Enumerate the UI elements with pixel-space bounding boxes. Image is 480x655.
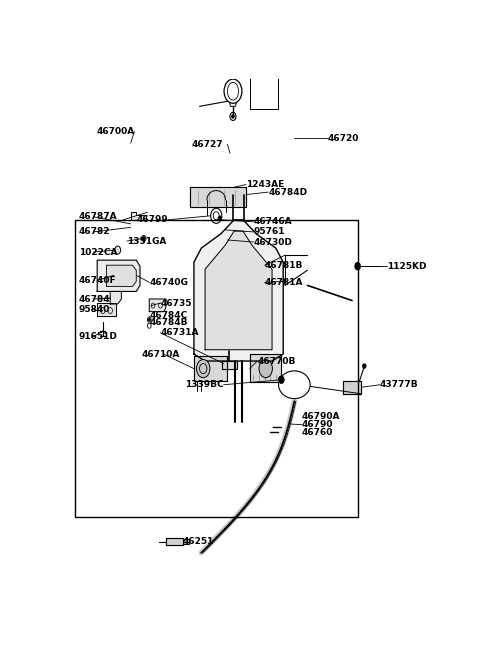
Ellipse shape — [278, 371, 310, 399]
Text: 1022CA: 1022CA — [79, 248, 117, 257]
Text: 46784C: 46784C — [149, 311, 188, 320]
Text: 46760: 46760 — [302, 428, 333, 437]
Polygon shape — [190, 187, 246, 207]
Polygon shape — [250, 354, 281, 383]
Text: 46251: 46251 — [183, 537, 214, 546]
Text: 46740F: 46740F — [79, 276, 116, 285]
Polygon shape — [97, 260, 140, 291]
Polygon shape — [343, 381, 361, 394]
Polygon shape — [110, 291, 121, 304]
Circle shape — [218, 216, 221, 220]
Text: 1243AE: 1243AE — [246, 180, 284, 189]
Polygon shape — [131, 212, 145, 220]
Text: 46710A: 46710A — [142, 350, 180, 359]
Text: 91651D: 91651D — [79, 332, 118, 341]
Text: 46731A: 46731A — [160, 328, 199, 337]
Circle shape — [196, 360, 210, 378]
Polygon shape — [97, 303, 116, 316]
Polygon shape — [149, 299, 166, 312]
Circle shape — [142, 235, 146, 242]
Text: 1351GA: 1351GA — [127, 236, 167, 246]
Bar — [75, 220, 358, 517]
Text: 46735: 46735 — [160, 299, 192, 308]
Polygon shape — [183, 539, 190, 544]
Text: 46787A: 46787A — [79, 212, 117, 221]
Text: 95840: 95840 — [79, 305, 110, 314]
Text: 46781B: 46781B — [264, 261, 303, 270]
Text: 46784D: 46784D — [268, 187, 308, 196]
Text: 46784: 46784 — [79, 295, 110, 303]
Polygon shape — [166, 538, 183, 545]
Text: 46770B: 46770B — [257, 356, 296, 365]
Text: 46740G: 46740G — [149, 278, 188, 287]
Polygon shape — [107, 265, 136, 286]
Circle shape — [147, 317, 151, 322]
Circle shape — [143, 237, 145, 240]
Circle shape — [115, 246, 120, 254]
Circle shape — [232, 115, 234, 118]
Ellipse shape — [228, 83, 239, 100]
Text: 46781A: 46781A — [264, 278, 303, 287]
Ellipse shape — [224, 79, 242, 103]
Text: 1125KD: 1125KD — [387, 262, 427, 271]
Circle shape — [259, 360, 273, 378]
Text: 46782: 46782 — [79, 227, 110, 236]
Circle shape — [279, 376, 284, 383]
Polygon shape — [229, 100, 237, 106]
Text: 46727: 46727 — [192, 140, 224, 149]
Text: 1339BC: 1339BC — [185, 381, 224, 389]
Polygon shape — [222, 361, 237, 369]
Polygon shape — [205, 231, 272, 350]
Polygon shape — [194, 220, 283, 361]
Text: 46730D: 46730D — [253, 238, 292, 246]
Circle shape — [355, 263, 360, 270]
Text: 95761: 95761 — [253, 227, 285, 236]
Text: 46790: 46790 — [302, 420, 333, 429]
Text: 46799: 46799 — [136, 215, 168, 224]
Circle shape — [148, 319, 150, 321]
Text: 46790A: 46790A — [302, 412, 340, 421]
Polygon shape — [194, 356, 228, 381]
Text: 46700A: 46700A — [96, 127, 134, 136]
Text: 43777B: 43777B — [380, 381, 419, 389]
Circle shape — [147, 323, 151, 328]
Text: 46746A: 46746A — [253, 217, 292, 227]
Circle shape — [363, 364, 366, 368]
Text: 46784B: 46784B — [149, 318, 188, 328]
Text: 46720: 46720 — [328, 134, 359, 143]
